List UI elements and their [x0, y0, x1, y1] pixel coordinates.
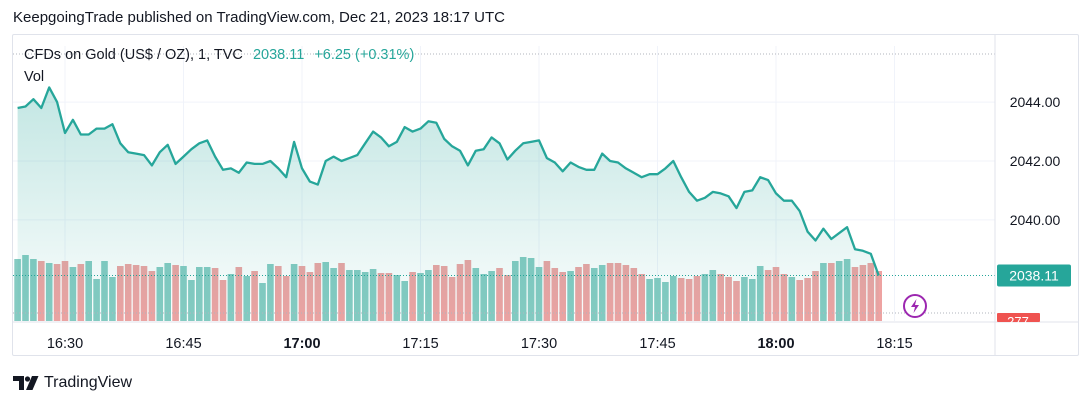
chart-legend: CFDs on Gold (US$ / OZ), 1, TVC 2038.11 …	[24, 47, 414, 63]
lightning-bolt-icon	[911, 299, 919, 313]
x-tick-label: 17:00	[283, 336, 320, 352]
tradingview-brand[interactable]: TradingView	[13, 374, 132, 392]
symbol-label: CFDs on Gold (US$ / OZ), 1, TVC	[24, 47, 243, 63]
price-line	[17, 86, 880, 276]
x-tick-label: 17:30	[521, 336, 557, 352]
last-price-tag-label: 2038.11	[1009, 268, 1059, 284]
last-volume-tag	[997, 313, 1040, 322]
x-tick-label: 18:00	[757, 336, 794, 352]
brand-label: TradingView	[44, 374, 133, 391]
publisher-line: KeepgoingTrade published on TradingView.…	[13, 9, 505, 26]
price-area-fill	[17, 87, 879, 322]
x-tick-label: 18:15	[876, 336, 912, 352]
last-price-value: 2038.11	[252, 47, 305, 63]
last-price-tag	[997, 264, 1071, 287]
chart-frame	[12, 34, 1079, 356]
x-tick-label: 17:15	[402, 336, 438, 352]
time-axis-background	[997, 322, 1057, 335]
y-tick-label: 2040.00	[1010, 212, 1061, 228]
x-tick-label: 17:45	[639, 336, 675, 352]
y-tick-label: 2042.00	[1010, 153, 1061, 169]
price-change-value: +6.25 (+0.31%)	[314, 47, 415, 63]
x-tick-label: 16:45	[165, 336, 201, 352]
tradingview-logo-icon	[13, 376, 39, 390]
x-tick-label: 16:30	[47, 336, 83, 352]
y-tick-label: 2044.00	[1010, 94, 1061, 110]
volume-label: Vol	[24, 69, 45, 85]
